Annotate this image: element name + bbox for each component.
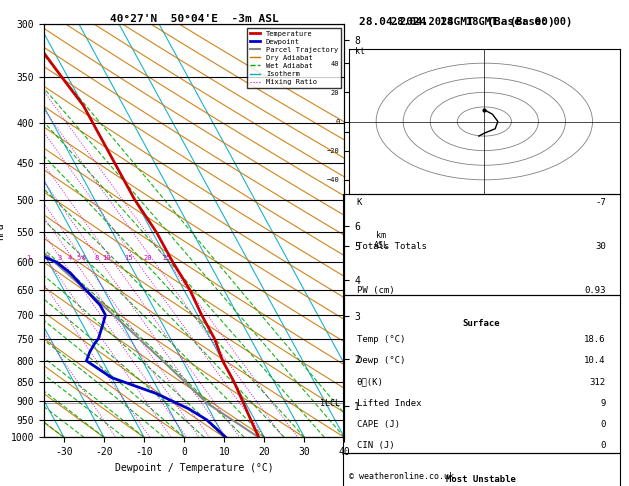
Text: 1LCL: 1LCL	[321, 399, 340, 408]
Text: 9: 9	[600, 399, 606, 408]
Text: 1: 1	[26, 255, 30, 260]
Text: 2: 2	[46, 255, 50, 260]
Text: Totals Totals: Totals Totals	[357, 242, 426, 251]
Text: 4: 4	[68, 255, 72, 260]
Title: 40°27'N  50°04'E  -3m ASL: 40°27'N 50°04'E -3m ASL	[110, 14, 279, 23]
Text: 25: 25	[162, 255, 170, 260]
Text: © weatheronline.co.uk: © weatheronline.co.uk	[349, 472, 454, 481]
Text: 18.6: 18.6	[584, 335, 606, 344]
Text: 5: 5	[76, 255, 81, 260]
Text: 10: 10	[102, 255, 111, 260]
Text: 8: 8	[94, 255, 98, 260]
Text: Dewp (°C): Dewp (°C)	[357, 356, 405, 365]
Text: Surface: Surface	[462, 319, 500, 328]
Text: CAPE (J): CAPE (J)	[357, 420, 399, 429]
Text: Lifted Index: Lifted Index	[357, 399, 421, 408]
Text: PW (cm): PW (cm)	[357, 286, 394, 295]
Text: 15: 15	[124, 255, 133, 260]
Text: 28.04.2024  18GMT  (Base: 00): 28.04.2024 18GMT (Base: 00)	[359, 17, 554, 27]
Text: -7: -7	[595, 198, 606, 207]
Text: 3: 3	[58, 255, 62, 260]
Text: K: K	[357, 198, 362, 207]
Text: 30: 30	[595, 242, 606, 251]
Text: Temp (°C): Temp (°C)	[357, 335, 405, 344]
Text: Most Unstable: Most Unstable	[446, 475, 516, 484]
Text: θᴀ(K): θᴀ(K)	[357, 378, 384, 386]
X-axis label: Dewpoint / Temperature (°C): Dewpoint / Temperature (°C)	[115, 463, 274, 473]
Text: CIN (J): CIN (J)	[357, 441, 394, 450]
Legend: Temperature, Dewpoint, Parcel Trajectory, Dry Adiabat, Wet Adiabat, Isotherm, Mi: Temperature, Dewpoint, Parcel Trajectory…	[247, 28, 341, 88]
Text: 312: 312	[589, 378, 606, 386]
Text: 28.04.2024  18GMT  (Base: 00): 28.04.2024 18GMT (Base: 00)	[391, 17, 572, 27]
Y-axis label: hPa: hPa	[0, 222, 5, 240]
Text: 20: 20	[144, 255, 152, 260]
Text: kt: kt	[355, 48, 364, 56]
Text: 6: 6	[82, 255, 86, 260]
Y-axis label: km
ASL: km ASL	[374, 231, 389, 250]
Text: 0.93: 0.93	[584, 286, 606, 295]
Text: 0: 0	[600, 420, 606, 429]
Text: 0: 0	[600, 441, 606, 450]
Text: 10.4: 10.4	[584, 356, 606, 365]
